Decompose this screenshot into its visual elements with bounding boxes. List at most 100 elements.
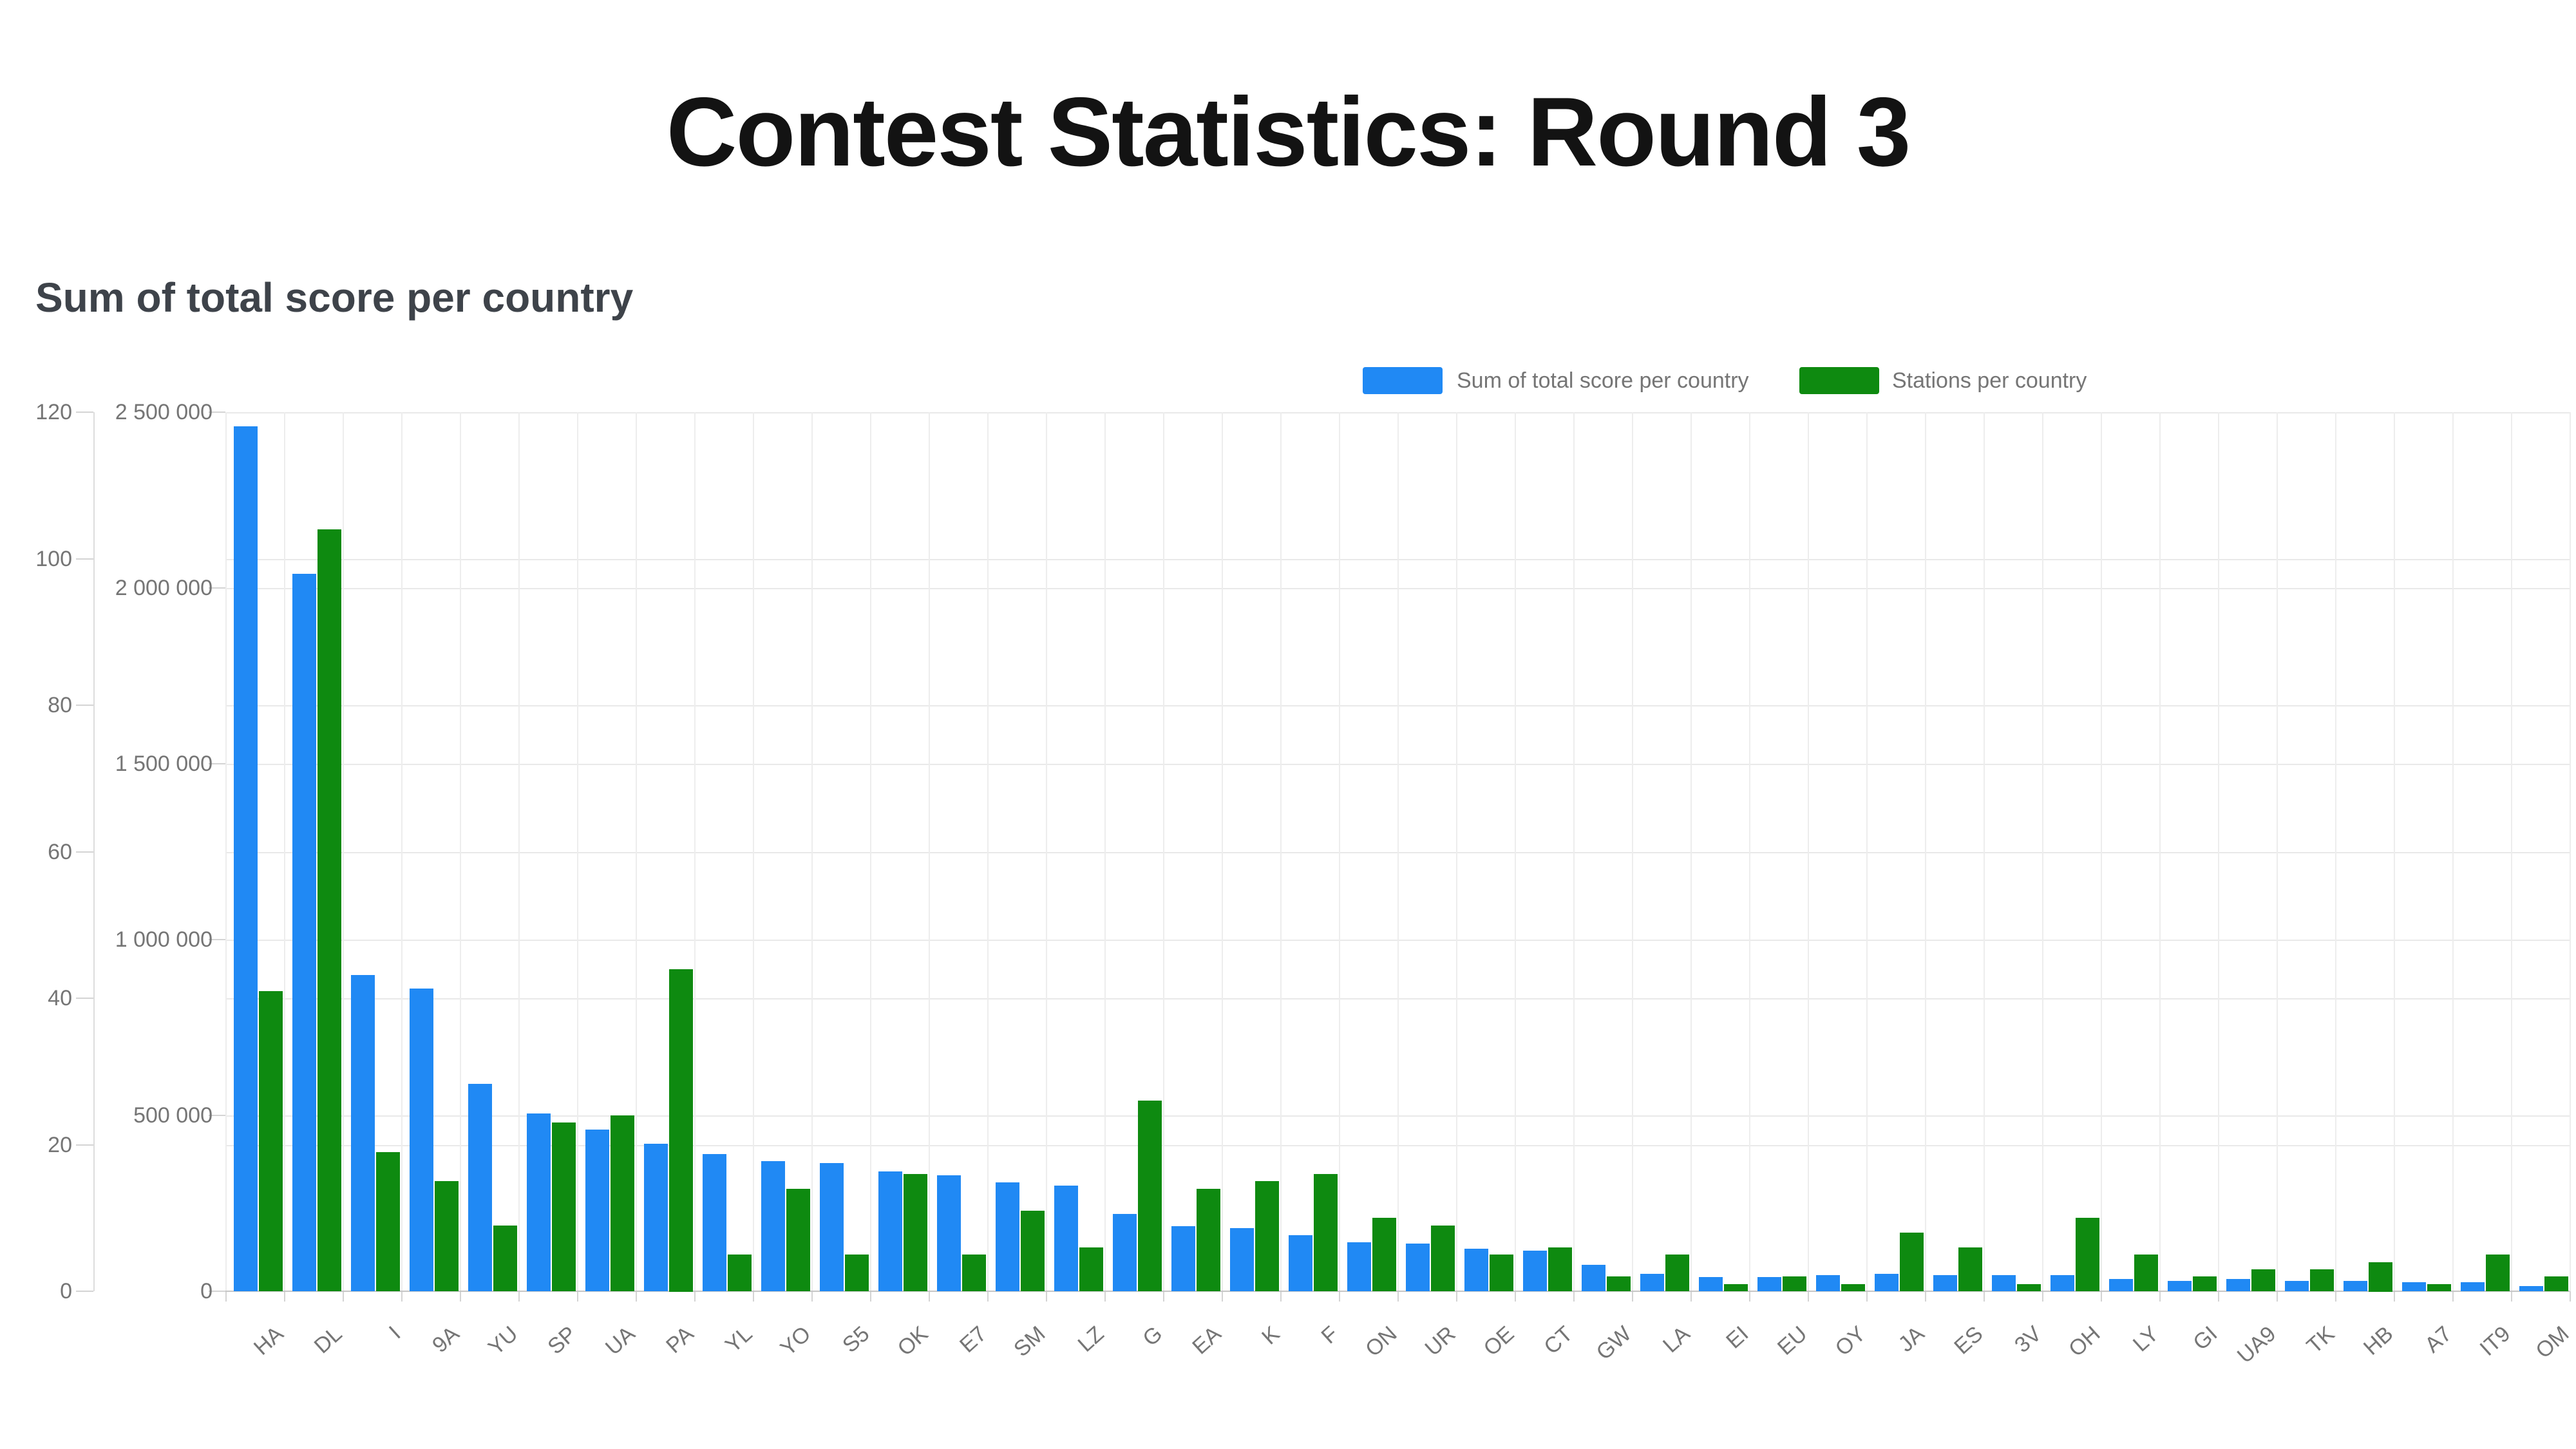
bar-score-S5[interactable] bbox=[820, 1163, 844, 1291]
bar-stations-OH[interactable] bbox=[2076, 1218, 2099, 1291]
bar-stations-HB[interactable] bbox=[2369, 1262, 2392, 1292]
x-axis-tick bbox=[636, 1291, 637, 1302]
bar-stations-OY[interactable] bbox=[1841, 1284, 1865, 1291]
bar-score-OY[interactable] bbox=[1816, 1275, 1840, 1291]
bar-stations-YO[interactable] bbox=[786, 1189, 810, 1291]
bar-score-EA[interactable] bbox=[1171, 1226, 1195, 1291]
bar-score-LA[interactable] bbox=[1640, 1274, 1664, 1291]
bar-stations-ON[interactable] bbox=[1372, 1218, 1396, 1291]
bar-stations-EI[interactable] bbox=[1724, 1284, 1748, 1291]
bar-stations-DL[interactable] bbox=[317, 529, 341, 1291]
bar-stations-LZ[interactable] bbox=[1079, 1247, 1103, 1291]
bar-stations-A7[interactable] bbox=[2427, 1284, 2451, 1291]
x-axis-tick bbox=[1866, 1291, 1868, 1302]
y-axis-label-stations: 80 bbox=[48, 693, 72, 717]
bar-stations-PA[interactable] bbox=[669, 969, 693, 1292]
bar-stations-I[interactable] bbox=[376, 1152, 400, 1291]
bar-stations-9A[interactable] bbox=[435, 1181, 459, 1291]
gridline-vertical bbox=[2277, 412, 2278, 1291]
bar-stations-EU[interactable] bbox=[1783, 1276, 1806, 1291]
legend-swatch-stations[interactable] bbox=[1799, 367, 1879, 394]
bar-score-I[interactable] bbox=[351, 975, 375, 1291]
bar-stations-UA[interactable] bbox=[611, 1115, 634, 1291]
bar-score-YU[interactable] bbox=[468, 1084, 492, 1291]
bar-stations-F[interactable] bbox=[1314, 1174, 1338, 1291]
bar-stations-ES[interactable] bbox=[1958, 1247, 1982, 1291]
legend-swatch-score[interactable] bbox=[1363, 367, 1443, 394]
x-axis-tick bbox=[1046, 1291, 1047, 1302]
bar-stations-GW[interactable] bbox=[1607, 1276, 1631, 1291]
stations-axis-line bbox=[93, 412, 95, 1291]
bar-stations-OM[interactable] bbox=[2544, 1276, 2568, 1291]
bar-score-G[interactable] bbox=[1113, 1214, 1137, 1291]
bar-score-SP[interactable] bbox=[527, 1113, 551, 1291]
x-axis-tick bbox=[284, 1291, 285, 1302]
bar-score-A7[interactable] bbox=[2402, 1282, 2426, 1291]
bar-score-YO[interactable] bbox=[761, 1161, 785, 1291]
gridline-vertical bbox=[811, 412, 813, 1291]
bar-score-IT9[interactable] bbox=[2461, 1282, 2485, 1291]
bar-stations-UA9[interactable] bbox=[2251, 1269, 2275, 1291]
gridline-vertical bbox=[1515, 412, 1516, 1291]
bar-score-OH[interactable] bbox=[2050, 1275, 2074, 1291]
bar-score-TK[interactable] bbox=[2285, 1281, 2309, 1291]
bar-stations-TK[interactable] bbox=[2310, 1269, 2334, 1291]
bar-score-UR[interactable] bbox=[1406, 1244, 1430, 1291]
bar-score-F[interactable] bbox=[1289, 1235, 1312, 1291]
bar-score-SM[interactable] bbox=[996, 1182, 1019, 1291]
gridline-vertical bbox=[1690, 412, 1692, 1291]
y-axis-label-score: 500 000 bbox=[133, 1103, 213, 1128]
bar-score-OK[interactable] bbox=[878, 1171, 902, 1291]
gridline-vertical bbox=[694, 412, 696, 1291]
bar-score-HB[interactable] bbox=[2344, 1281, 2367, 1291]
bar-stations-YU[interactable] bbox=[493, 1226, 517, 1291]
bar-score-YL[interactable] bbox=[703, 1154, 726, 1291]
bar-score-PA[interactable] bbox=[644, 1144, 668, 1291]
bar-score-LZ[interactable] bbox=[1054, 1186, 1078, 1291]
bar-stations-CT[interactable] bbox=[1548, 1247, 1572, 1291]
bar-score-OM[interactable] bbox=[2519, 1286, 2543, 1291]
gridline-vertical bbox=[1749, 412, 1750, 1291]
bar-stations-IT9[interactable] bbox=[2486, 1255, 2510, 1291]
bar-score-GI[interactable] bbox=[2168, 1281, 2192, 1291]
bar-stations-SP[interactable] bbox=[552, 1122, 576, 1291]
bar-score-ON[interactable] bbox=[1347, 1242, 1371, 1291]
bar-score-9A[interactable] bbox=[410, 989, 433, 1291]
bar-score-K[interactable] bbox=[1230, 1228, 1254, 1291]
x-axis-tick bbox=[1749, 1291, 1750, 1302]
bar-stations-3V[interactable] bbox=[2017, 1284, 2041, 1291]
bar-stations-E7[interactable] bbox=[962, 1255, 986, 1291]
bar-stations-EA[interactable] bbox=[1197, 1189, 1220, 1291]
bar-stations-LY[interactable] bbox=[2134, 1255, 2158, 1291]
bar-score-JA[interactable] bbox=[1875, 1274, 1899, 1291]
bar-score-UA9[interactable] bbox=[2226, 1279, 2250, 1291]
bar-stations-K[interactable] bbox=[1255, 1181, 1279, 1291]
bar-stations-LA[interactable] bbox=[1665, 1255, 1689, 1291]
bar-score-E7[interactable] bbox=[937, 1175, 961, 1291]
bar-stations-G[interactable] bbox=[1138, 1101, 1162, 1291]
stations-axis-tick bbox=[76, 1144, 93, 1146]
bar-stations-GI[interactable] bbox=[2193, 1276, 2217, 1291]
bar-score-EI[interactable] bbox=[1699, 1277, 1723, 1291]
bar-score-HA[interactable] bbox=[234, 426, 258, 1291]
bar-score-DL[interactable] bbox=[292, 574, 316, 1291]
legend-label-stations: Stations per country bbox=[1892, 368, 2087, 393]
bar-stations-OK[interactable] bbox=[904, 1174, 927, 1291]
x-axis-tick bbox=[2101, 1291, 2102, 1302]
bar-stations-S5[interactable] bbox=[845, 1255, 869, 1291]
bar-score-CT[interactable] bbox=[1523, 1251, 1547, 1291]
bar-score-GW[interactable] bbox=[1582, 1265, 1605, 1291]
bar-stations-SM[interactable] bbox=[1021, 1211, 1045, 1291]
bar-score-OE[interactable] bbox=[1464, 1249, 1488, 1291]
bar-score-EU[interactable] bbox=[1757, 1277, 1781, 1291]
bar-stations-UR[interactable] bbox=[1431, 1226, 1455, 1291]
bar-stations-YL[interactable] bbox=[728, 1255, 752, 1291]
bar-stations-HA[interactable] bbox=[259, 991, 283, 1291]
bar-score-3V[interactable] bbox=[1992, 1275, 2016, 1291]
y-axis-label-stations: 0 bbox=[60, 1279, 72, 1303]
bar-stations-JA[interactable] bbox=[1900, 1233, 1924, 1291]
bar-score-LY[interactable] bbox=[2109, 1279, 2133, 1291]
bar-score-UA[interactable] bbox=[585, 1130, 609, 1291]
bar-stations-OE[interactable] bbox=[1490, 1255, 1513, 1291]
bar-score-ES[interactable] bbox=[1933, 1275, 1957, 1291]
